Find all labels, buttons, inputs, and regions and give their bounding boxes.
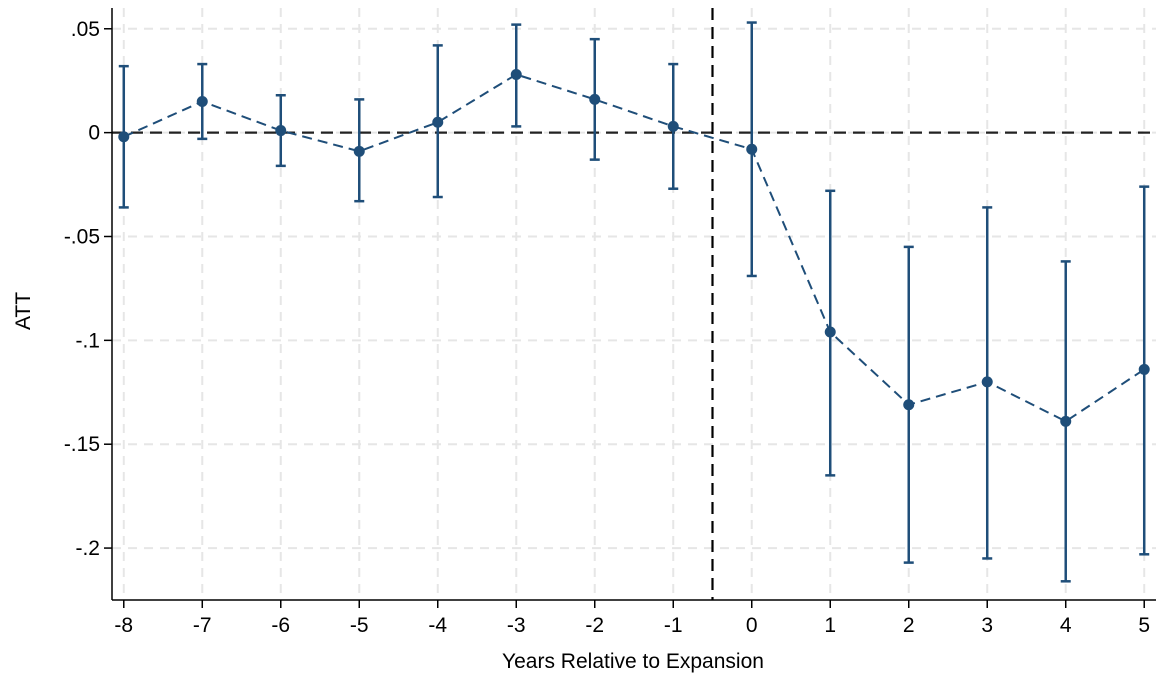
x-axis-label: Years Relative to Expansion: [502, 650, 764, 673]
y-tick-label: .05: [71, 18, 100, 41]
data-point: [746, 143, 758, 155]
x-tick-label: -1: [664, 614, 683, 637]
x-tick-label: 3: [981, 614, 993, 637]
y-tick-labels: .05 0 -.05 -.1 -.15 -.2: [64, 18, 100, 560]
data-point: [981, 376, 993, 388]
y-tick-label: -.2: [75, 537, 100, 560]
x-tick-label: -2: [585, 614, 604, 637]
x-tick-label: 5: [1138, 614, 1150, 637]
x-tick-label: -3: [507, 614, 526, 637]
y-tick-label: 0: [88, 122, 100, 145]
x-tick-label: -4: [428, 614, 447, 637]
data-point: [667, 120, 679, 132]
x-tick-labels: -8 -7 -6 -5 -4 -3 -2 -1 0 1 2 3 4 5: [114, 614, 1150, 637]
data-point: [903, 399, 915, 411]
data-point: [118, 131, 130, 143]
reference-lines: [112, 8, 1156, 600]
data-point: [510, 68, 522, 80]
x-tick-label: 1: [824, 614, 836, 637]
data-point: [824, 326, 836, 338]
confidence-intervals: [118, 21, 1150, 583]
data-point: [275, 125, 287, 137]
grid-lines: [112, 8, 1156, 600]
data-point: [1138, 363, 1150, 375]
x-tick-label: -6: [271, 614, 290, 637]
data-point: [196, 95, 208, 107]
data-point: [432, 116, 444, 128]
x-tick-label: -5: [350, 614, 369, 637]
axes: [104, 8, 1156, 608]
y-tick-label: -.15: [64, 433, 100, 456]
y-axis-label: ATT: [12, 292, 35, 330]
data-point: [1060, 415, 1072, 427]
x-tick-label: -7: [193, 614, 212, 637]
data-point: [353, 145, 365, 157]
x-tick-label: 4: [1060, 614, 1072, 637]
series: [118, 68, 1150, 427]
x-tick-label: 0: [746, 614, 758, 637]
x-tick-label: -8: [114, 614, 133, 637]
x-tick-label: 2: [903, 614, 915, 637]
series-line: [123, 73, 1145, 423]
y-tick-label: -.05: [64, 225, 100, 248]
data-point: [589, 93, 601, 105]
y-tick-label: -.1: [75, 329, 100, 352]
